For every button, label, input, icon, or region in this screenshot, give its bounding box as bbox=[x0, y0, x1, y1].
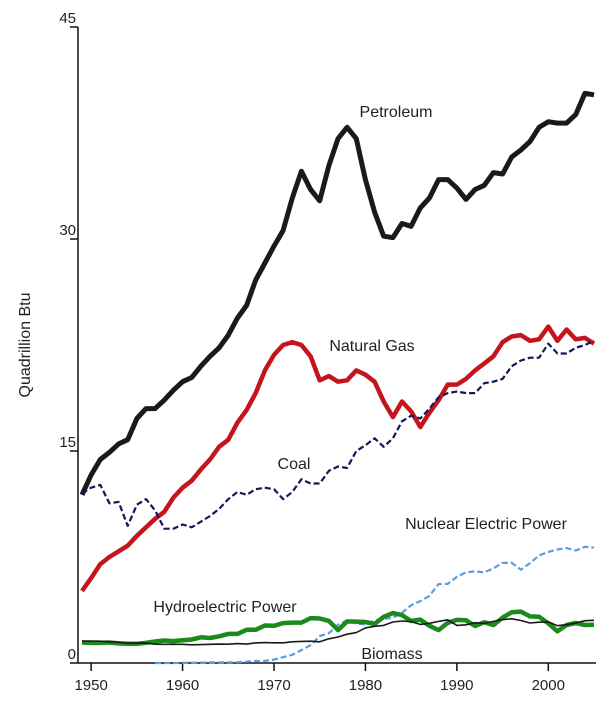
x-tick-label: 1970 bbox=[257, 677, 290, 694]
series-line bbox=[80, 324, 596, 593]
series-label: Natural Gas bbox=[329, 338, 414, 355]
y-tick-label: 45 bbox=[59, 10, 76, 27]
series-label: Nuclear Electric Power bbox=[405, 516, 568, 533]
series-label: Hydroelectric Power bbox=[153, 599, 297, 616]
y-tick-label: 15 bbox=[59, 434, 76, 451]
x-tick-label: 1990 bbox=[440, 677, 473, 694]
x-tick-label: 2000 bbox=[532, 677, 565, 694]
y-tick-label: 30 bbox=[59, 222, 76, 239]
y-tick-label: 0 bbox=[68, 646, 76, 663]
series-label: Petroleum bbox=[360, 104, 433, 121]
x-tick-label: 1980 bbox=[349, 677, 382, 694]
x-tick-label: 1960 bbox=[166, 677, 199, 694]
series-line bbox=[155, 545, 595, 665]
series-line bbox=[81, 618, 595, 646]
series-label: Biomass bbox=[361, 646, 422, 663]
series-line bbox=[79, 90, 595, 496]
series-line bbox=[81, 339, 595, 530]
series-line bbox=[81, 609, 595, 647]
x-tick-label: 1950 bbox=[74, 677, 107, 694]
series-label: Coal bbox=[278, 456, 311, 473]
y-axis-label: Quadrillion Btu bbox=[17, 293, 34, 398]
